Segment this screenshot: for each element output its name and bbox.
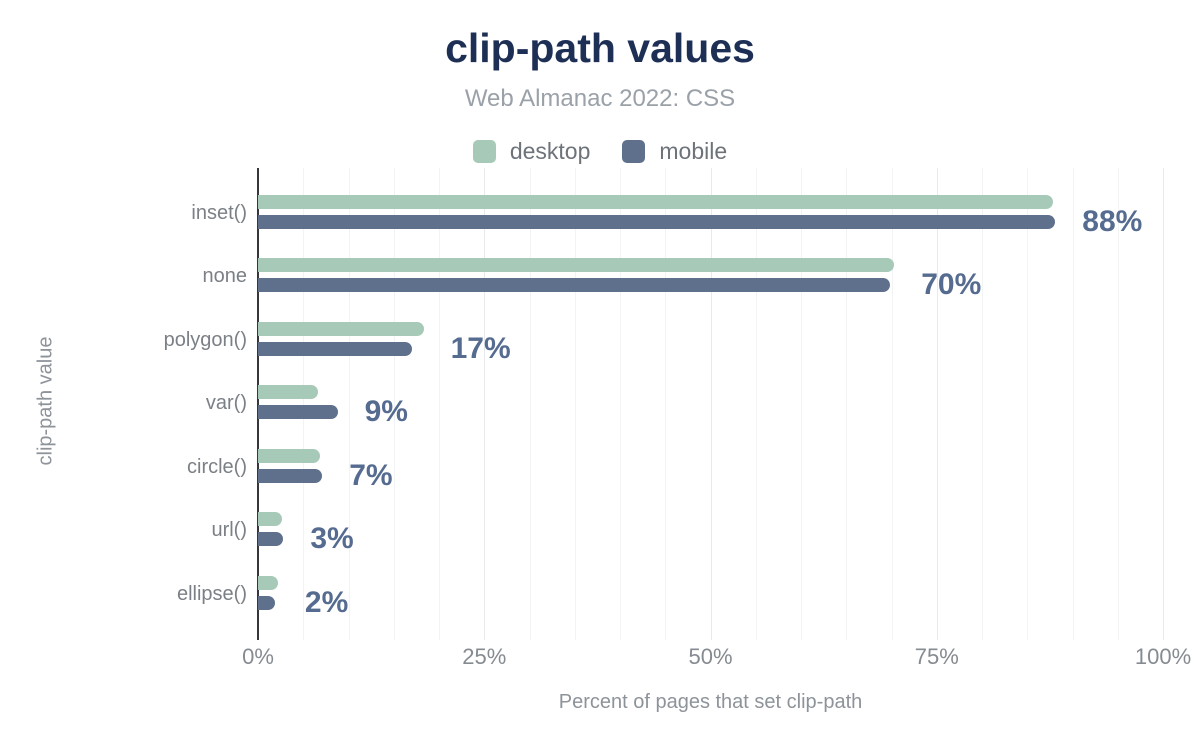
bar-desktop xyxy=(258,321,424,336)
bar-desktop xyxy=(258,575,278,590)
bar-desktop xyxy=(258,512,282,526)
gridline-major xyxy=(484,168,486,640)
bar-mobile xyxy=(258,214,1056,229)
bar-mobile xyxy=(258,405,338,419)
legend-item-mobile: mobile xyxy=(622,138,727,165)
category-label-url: url() xyxy=(211,519,247,541)
category-label-inset: inset() xyxy=(191,201,247,224)
category-label-circle: circle() xyxy=(187,455,247,478)
gridline-major xyxy=(936,168,938,640)
x-axis-title: Percent of pages that set clip-path xyxy=(558,691,863,713)
x-tick-label: 0% xyxy=(242,644,274,669)
gridline-minor xyxy=(348,168,350,640)
x-tick-label: 25% xyxy=(462,644,507,669)
gridline-minor xyxy=(982,168,983,640)
category-label-polygon: polygon() xyxy=(163,328,247,351)
gridline-major xyxy=(1163,168,1164,640)
legend-label-desktop: desktop xyxy=(509,137,591,164)
gridline-minor xyxy=(665,168,667,640)
gridline-minor xyxy=(801,168,802,640)
gridline-minor xyxy=(1027,168,1029,640)
gridline-minor xyxy=(1072,168,1074,640)
gridline-major xyxy=(710,168,712,640)
category-label-ellipse: ellipse() xyxy=(176,582,247,605)
gridline-minor xyxy=(891,168,893,640)
chart-title: clip-path values xyxy=(445,25,755,71)
bar-mobile xyxy=(258,278,890,292)
gridline-minor xyxy=(1117,168,1119,640)
legend-item-desktop: desktop xyxy=(472,137,591,165)
bar-desktop xyxy=(258,194,1054,209)
category-label-none: none xyxy=(202,265,248,287)
y-axis-title: clip-path value xyxy=(34,336,57,466)
value-label: 17% xyxy=(450,331,511,365)
value-label: 9% xyxy=(364,395,408,428)
legend-label-mobile: mobile xyxy=(659,137,728,164)
bar-mobile xyxy=(258,595,276,610)
value-label: 88% xyxy=(1082,204,1143,238)
gridline-minor xyxy=(755,168,757,640)
bar-desktop xyxy=(258,385,318,399)
value-label: 70% xyxy=(921,268,982,301)
y-axis-line xyxy=(257,168,259,640)
value-label: 2% xyxy=(304,585,349,619)
x-tick-label: 50% xyxy=(688,644,733,669)
legend-swatch-desktop xyxy=(472,139,496,163)
gridline-minor xyxy=(529,168,531,640)
gridline-minor xyxy=(393,168,395,640)
bar-desktop xyxy=(258,258,895,272)
category-label-var: var() xyxy=(205,392,247,414)
legend-swatch-mobile xyxy=(622,139,646,163)
bar-mobile xyxy=(258,341,412,356)
gridline-minor xyxy=(846,168,848,640)
bar-desktop xyxy=(258,448,321,463)
gridline-minor xyxy=(439,168,440,640)
value-label: 7% xyxy=(349,458,393,492)
gridline-minor xyxy=(574,168,576,640)
x-tick-label: 100% xyxy=(1134,644,1192,669)
gridline-minor xyxy=(303,168,305,640)
chart-subtitle: Web Almanac 2022: CSS xyxy=(464,85,736,112)
bar-mobile xyxy=(258,468,323,483)
value-label: 3% xyxy=(310,522,354,555)
chart-legend: desktop mobile xyxy=(0,138,1200,164)
bar-mobile xyxy=(258,532,284,546)
x-tick-label: 75% xyxy=(914,644,959,669)
gridline-minor xyxy=(620,168,621,640)
